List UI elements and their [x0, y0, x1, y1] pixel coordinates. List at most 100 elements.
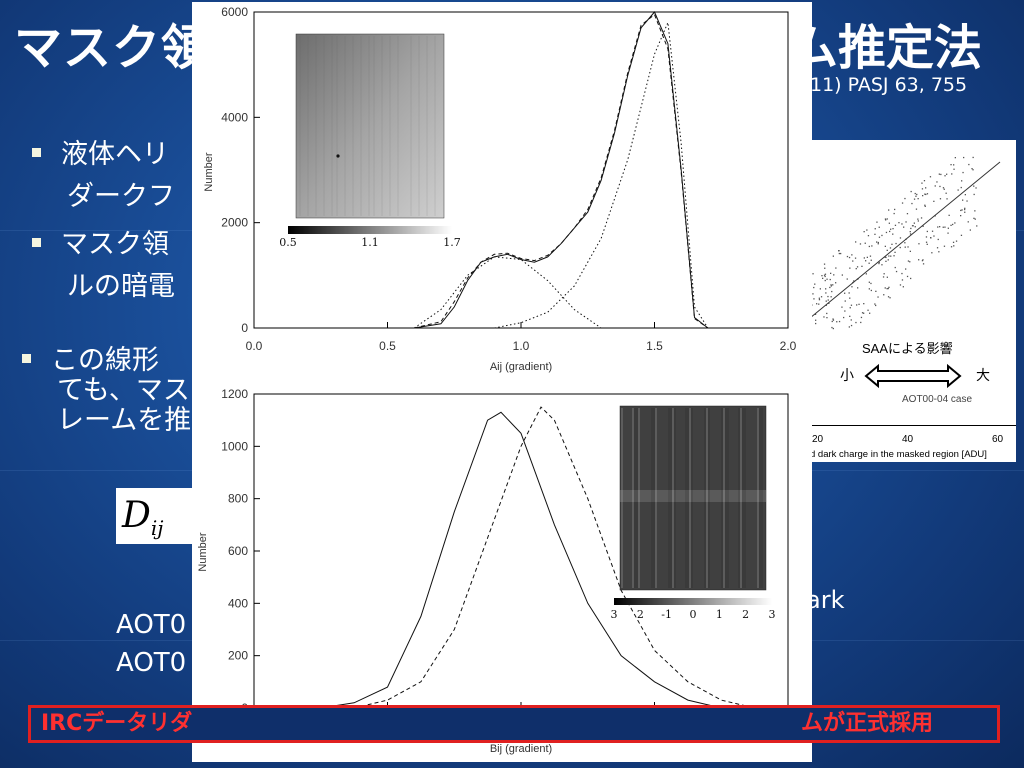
top-axis-ticks: 0.0 0.5 1.0 1.5 2.0 0 2000 4000 6000 [221, 5, 796, 353]
y-tick-label: 800 [228, 492, 248, 506]
conclusion-banner: IRCデータリダ ムが正式採用 [28, 705, 1000, 743]
scatter-point [936, 247, 939, 249]
scatter-xtick: 20 [812, 434, 824, 445]
scatter-point [889, 230, 891, 233]
series-line-2 [414, 13, 709, 329]
formula: Dij [116, 488, 206, 544]
scatter-point [860, 316, 863, 319]
scatter-point [975, 187, 977, 189]
scatter-point [874, 233, 876, 235]
x-tick-label: 2.0 [780, 339, 797, 353]
scatter-point [887, 259, 889, 261]
scatter-point [942, 226, 944, 228]
y-tick-label: 400 [228, 596, 248, 610]
bullet-3: この線形 ても、マス レームを推 [22, 346, 191, 436]
scatter-point [878, 262, 880, 265]
scatter-point [922, 259, 924, 261]
scatter-point [848, 326, 850, 328]
scatter-point [835, 282, 837, 284]
scatter-point [886, 218, 888, 220]
scatter-point [868, 262, 870, 264]
series-line-3 [413, 256, 602, 329]
scatter-point [923, 180, 926, 182]
scatter-point [867, 235, 870, 237]
scatter-point [823, 316, 825, 318]
scatter-point [813, 298, 815, 300]
scatter-point [960, 234, 963, 236]
scatter-point [933, 235, 935, 237]
histogram-figure: Number Aij (gradient) 0.0 0.5 1.0 1.5 2.0 0 20… [192, 2, 812, 762]
scatter-point [954, 157, 956, 159]
scatter-point [962, 199, 964, 201]
scatter-point [849, 297, 851, 299]
scatter-point [953, 164, 955, 166]
bullet-3-line2: ても、マス [57, 375, 190, 406]
scatter-point [815, 322, 817, 325]
colorbar-tick-label: 3 [769, 608, 776, 621]
double-arrow-icon [864, 363, 962, 389]
scatter-point [960, 186, 962, 189]
bullet-1: 液体ヘリ ダークフ [32, 134, 175, 218]
scatter-point [850, 304, 853, 306]
scatter-point [824, 273, 827, 275]
scatter-point [814, 283, 816, 285]
scatter-point [940, 173, 942, 176]
scatter-point [881, 264, 883, 266]
scatter-point [876, 221, 878, 223]
bullet-2: マスク領 ルの暗電 [32, 224, 175, 308]
y-tick-label: 2000 [221, 216, 248, 230]
scatter-point [874, 228, 876, 230]
scatter-point [886, 276, 888, 278]
scatter-point [815, 319, 817, 321]
scatter-point [877, 296, 879, 298]
scatter-point [925, 236, 928, 238]
scatter-point [846, 255, 849, 258]
scatter-point [825, 288, 827, 290]
scatter-point [885, 260, 887, 262]
scatter-point [874, 303, 876, 305]
scatter-point [889, 297, 891, 299]
scatter-point [849, 307, 851, 309]
scatter-point [910, 190, 912, 193]
scatter-point [818, 303, 820, 305]
y-tick-label: 1000 [221, 439, 248, 453]
bottom-colorbar [614, 598, 772, 605]
scatter-point [830, 272, 832, 274]
scatter-point [918, 243, 920, 245]
scatter-point [812, 273, 814, 275]
histogram-panels: Number Aij (gradient) 0.0 0.5 1.0 1.5 2.0020… [197, 5, 797, 755]
x-tick-label: 1.0 [513, 339, 530, 353]
slide-title-continued: ム推定法 [790, 20, 983, 76]
scatter-point [962, 171, 964, 174]
scatter-point [863, 312, 865, 314]
scatter-point [856, 304, 858, 306]
scatter-point [859, 243, 862, 245]
scatter-point [843, 316, 845, 319]
formula-subscript: ij [150, 516, 164, 541]
citation: 11) PASJ 63, 755 [810, 74, 968, 96]
scatter-point [915, 208, 918, 210]
scatter-point [892, 233, 894, 235]
colorbar-tick-label: 1 [716, 608, 723, 621]
scatter-point [960, 215, 962, 217]
scatter-point [850, 319, 852, 321]
scatter-point [831, 320, 833, 323]
x-tick-label: 0.0 [246, 339, 263, 353]
scatter-point [844, 310, 846, 312]
scatter-point [909, 231, 911, 233]
scatter-point [901, 223, 903, 225]
scatter-point [966, 200, 968, 202]
scatter-point [820, 296, 823, 298]
colorbar-tick-label: -1 [661, 608, 672, 621]
scatter-point [827, 299, 829, 301]
bullet-marker [22, 354, 31, 363]
scatter-point [833, 274, 835, 276]
dark-text-fragment: ark [806, 586, 845, 614]
scatter-point [974, 210, 976, 212]
scatter-point [964, 208, 966, 211]
scatter-point [884, 218, 887, 220]
scatter-point [916, 193, 918, 196]
scatter-point [906, 275, 909, 278]
scatter-point [895, 242, 897, 245]
scatter-point [826, 317, 828, 319]
